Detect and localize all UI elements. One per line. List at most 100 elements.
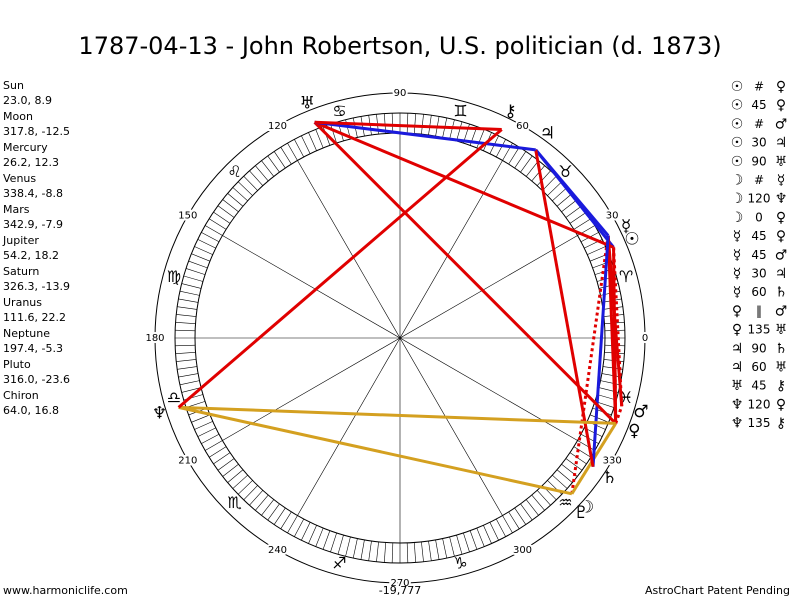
degree-label: 150 [178,211,197,222]
aspect-planet: ♃ [775,135,788,151]
planet-coords: 326.3, -13.9 [3,280,70,293]
hatch-tick [476,129,485,149]
hatch-tick [194,421,213,430]
hatch-tick [463,532,470,553]
aspect-type: # [754,117,764,131]
hatch-tick [573,446,591,458]
hatch-tick [237,480,253,495]
zodiac-sign: ♉ [558,162,572,181]
planet-glyphs: ☉ ☽ ☿ ♀♂ ♃ ♄ ♅ ♆ ♇ ⚷ [152,94,649,523]
zodiac-sign: ♈ [619,267,633,286]
planet-coords: 26.2, 12.3 [3,156,59,169]
aspect-type: 0 [755,210,763,224]
degree-label: 0 [642,333,648,344]
hatch-tick [449,119,455,140]
aspect-line [534,148,610,237]
aspect-planet: ♅ [775,154,788,170]
hatch-tick [209,218,227,230]
hatch-tick [181,283,202,289]
hatch-tick [337,534,344,555]
hatch-tick [243,485,258,501]
hatch-tick [178,373,199,378]
footer-right: AstroChart Patent Pending [645,584,790,597]
hatch-tick [502,515,513,534]
planet-glyph: ♂ [633,402,648,422]
hatch-tick [542,175,557,191]
hatch-tick [185,268,206,275]
hatch-tick [322,530,331,550]
aspect-planet: ☿ [733,247,742,263]
aspect-list: ☉ # ♀ ☉ 45 ♀ ☉ # ♂ ☉ 30 ♃ ☉ 90 ♅ ☽ # ☿ ☽ 120 ♆ ☽ 0 ♀ ☿ 45 ♀ ☿ 45 ♂ ☿ 30… [731,79,788,432]
hatch-tick [360,539,365,560]
zodiac-sign: ♎ [167,388,181,407]
aspect-planet: ♅ [775,360,788,376]
aspect-planet: ♆ [775,191,788,207]
hatch-tick [201,433,220,444]
aspect-planet: ♅ [775,322,788,338]
hatch-tick [421,114,424,135]
planet-coords: 197.4, -5.3 [3,342,63,355]
hatch-tick [330,532,337,553]
hatch-tick [391,113,394,134]
aspect-type: ‖ [756,304,762,318]
hatch-tick [227,469,244,483]
planet-coords: 23.0, 8.9 [3,94,52,107]
planet-name: Mars [3,203,30,216]
hatch-tick [391,542,394,563]
hatch-tick [280,147,292,165]
hatch-tick [525,160,539,177]
hatch-tick [589,414,609,423]
hatch-tick [569,211,587,224]
aspect-planet: ♀ [732,303,742,319]
hatch-tick [308,132,317,151]
hatch-tick [489,522,499,541]
footer-left: www.harmoniclife.com [3,584,128,597]
planet-coords: 64.0, 16.8 [3,404,59,417]
aspect-type: 120 [748,397,771,411]
planet-coords: 316.0, -23.6 [3,373,70,386]
hatch-tick [197,239,216,249]
hatch-tick [547,181,563,196]
hatch-tick [179,380,200,386]
planet-coords: 338.4, -8.8 [3,187,63,200]
hatch-tick [421,541,424,562]
hatch-tick [520,155,533,173]
planet-coords: 342.9, -7.9 [3,218,63,231]
hatch-tick [232,187,248,202]
hatch-tick [249,490,264,506]
aspect-planet: ☉ [731,116,744,132]
aspect-planet: ♀ [776,397,786,413]
hatch-tick [514,151,527,169]
hatch-tick [175,344,196,347]
hatch-tick [483,525,492,544]
planet-glyph: ☽ [579,497,594,517]
hatch-tick [209,446,227,458]
hatch-tick [428,115,432,136]
aspect-type: 60 [751,285,766,299]
hatch-tick [287,142,298,161]
aspect-line [534,149,595,467]
aspect-planet: ♄ [775,285,788,301]
aspect-planet: ☉ [731,98,744,114]
hatch-tick [525,499,539,516]
hatch-tick [178,298,199,303]
chart-title: 1787-04-13 - John Robertson, U.S. politi… [78,32,721,60]
planet-name: Neptune [3,327,50,340]
aspect-type: 30 [751,267,766,281]
hatch-tick [188,260,208,269]
degree-label: 60 [516,121,529,132]
hatch-tick [249,170,264,186]
aspect-planet: ♀ [732,322,742,338]
hatch-tick [176,359,197,362]
aspect-line [313,121,617,425]
aspect-planet: ♀ [776,79,786,95]
aspect-line [178,405,573,496]
aspect-line [314,120,536,152]
zodiac-sign: ♌ [227,162,241,181]
hatch-tick [261,499,275,516]
aspect-lines [177,120,624,496]
hatch-tick [435,539,440,560]
planet-name: Jupiter [2,234,39,247]
hatch-tick [294,518,305,537]
hatch-tick [573,218,591,230]
